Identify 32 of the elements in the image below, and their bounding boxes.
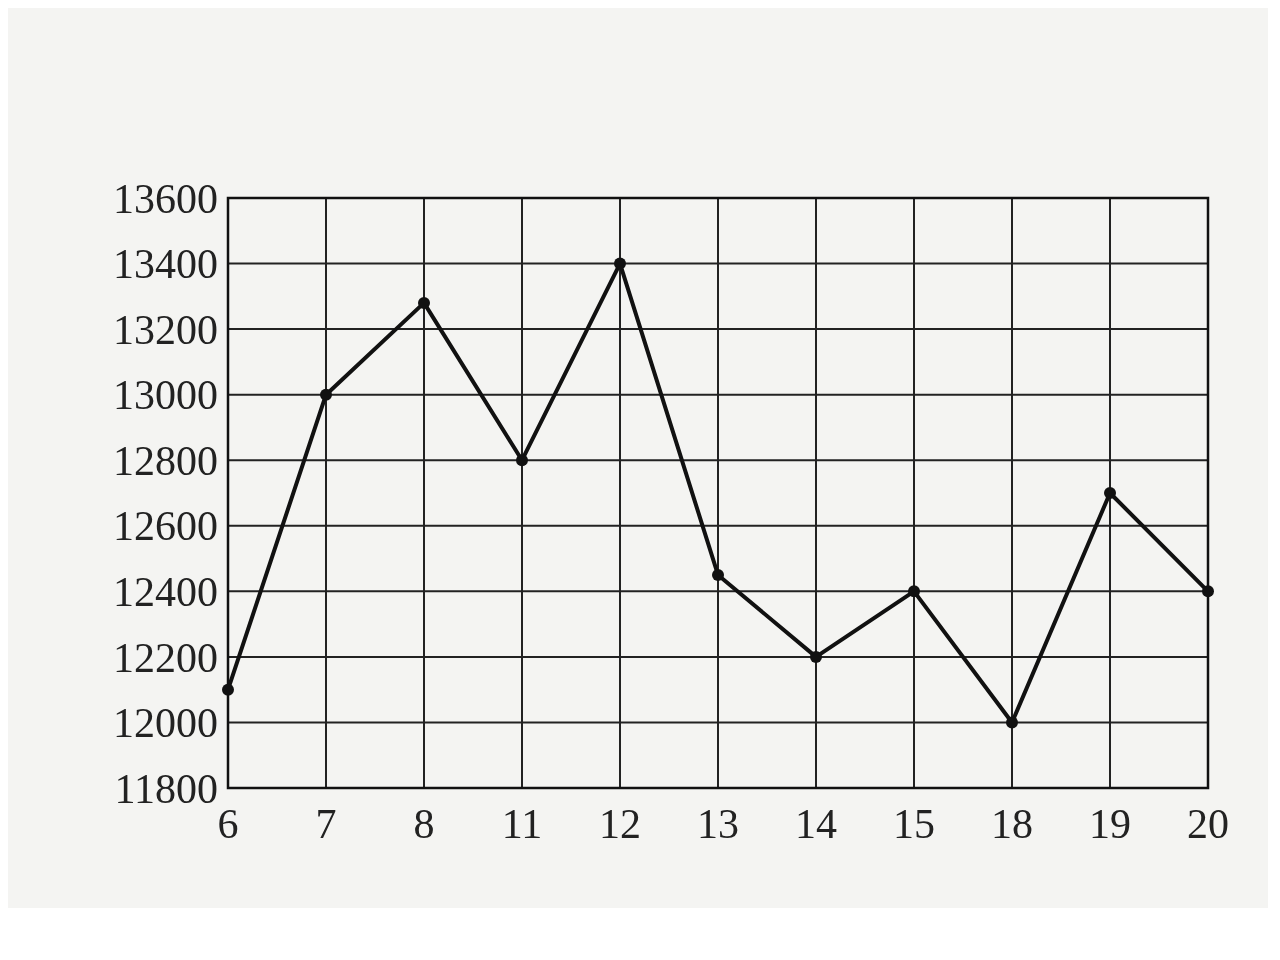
x-tick-label: 13 [697, 801, 739, 847]
point [320, 388, 332, 401]
point [1202, 585, 1214, 598]
y-tick-label: 13400 [113, 241, 218, 288]
y-tick-label: 13000 [113, 372, 218, 419]
x-tick-label: 20 [1187, 801, 1229, 847]
y-tick-label: 12400 [113, 569, 218, 616]
point [1006, 716, 1018, 729]
y-tick-label: 13600 [113, 175, 218, 222]
point [810, 650, 822, 663]
point [614, 257, 626, 270]
x-tick-label: 11 [501, 801, 543, 847]
x-tick-label: 7 [315, 801, 337, 847]
y-tick-label: 12200 [113, 634, 218, 681]
y-tick-label: 12000 [113, 700, 218, 747]
point [908, 585, 920, 598]
x-tick-label: 8 [413, 801, 435, 847]
point [1104, 487, 1116, 499]
y-tick-label: 12600 [113, 503, 218, 550]
point [222, 683, 234, 696]
point [418, 296, 430, 309]
point [712, 568, 724, 581]
x-tick-label: 12 [599, 801, 641, 847]
y-tick-label: 13200 [113, 306, 218, 353]
x-tick-label: 18 [991, 801, 1033, 847]
y-tick-label: 11800 [114, 765, 218, 812]
y-tick-label: 12800 [113, 437, 218, 484]
point [516, 454, 528, 467]
x-tick-label: 14 [795, 801, 837, 847]
x-tick-label: 19 [1089, 801, 1131, 847]
x-tick-label: 15 [893, 801, 935, 847]
x-tick-label: 6 [217, 801, 239, 847]
